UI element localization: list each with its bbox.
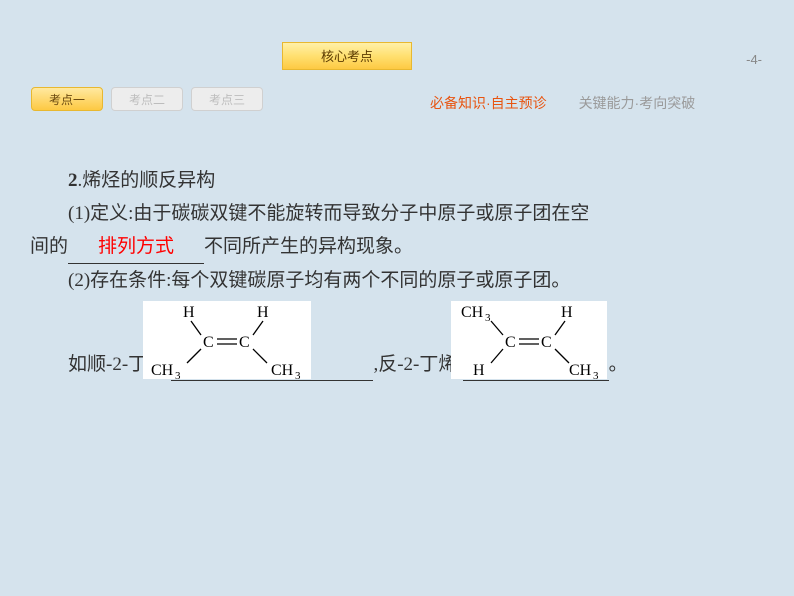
trans-b-tl [491, 321, 503, 335]
cis-bl: CH [151, 362, 174, 379]
cis-bl-sub: 3 [175, 370, 181, 379]
def-suffix: 不同所产生的异构现象。 [204, 236, 413, 257]
trans-b-br [555, 349, 569, 363]
trans-br-sub: 3 [593, 370, 599, 379]
cis-b-tr [253, 321, 263, 335]
trans-b-bl [491, 349, 503, 363]
trans-cr: C [541, 334, 552, 351]
cis-tl: H [183, 304, 195, 321]
trans-br: CH [569, 362, 592, 379]
main-content: 2.烯烃的顺反异构 (1)定义:由于碳碳双键不能旋转而导致分子中原子或原子团在空… [30, 164, 764, 381]
cis-b-tl [191, 321, 201, 335]
def-prefix: 间的 [30, 236, 68, 257]
tab-topic-1[interactable]: 考点一 [31, 87, 103, 111]
example-end: 。 [609, 348, 628, 381]
trans-tr: H [561, 304, 573, 321]
definition-line-2: 间的 排列方式 不同所产生的异构现象。 [30, 230, 764, 264]
heading-text: 烯烃的顺反异构 [82, 170, 215, 191]
example-mid: ,反-2-丁烯: [373, 348, 462, 381]
fill-blank-3: CH 3 H C C H CH 3 [463, 301, 609, 381]
cis-b-br [253, 349, 267, 363]
cis-br: CH [271, 362, 294, 379]
heading-number: 2 [68, 170, 78, 191]
trans-b-tr [555, 321, 565, 335]
cis-tr: H [257, 304, 269, 321]
trans-tl-sub: 3 [485, 312, 491, 324]
section-links: 必备知识·自主预诊 关键能力·考向突破 [430, 93, 695, 113]
tab-topic-3[interactable]: 考点三 [191, 87, 263, 111]
cis-cr: C [239, 334, 250, 351]
topic-tabs: 考点一 考点二 考点三 [31, 87, 263, 111]
fill-blank-2: H H C C CH 3 CH 3 [171, 301, 373, 381]
cis-br-sub: 3 [295, 370, 301, 379]
page-number: -4- [746, 52, 762, 67]
link-knowledge[interactable]: 必备知识·自主预诊 [430, 95, 547, 111]
definition-line-1: (1)定义:由于碳碳双键不能旋转而导致分子中原子或原子团在空 [30, 197, 764, 230]
trans-tl: CH [461, 304, 484, 321]
link-ability[interactable]: 关键能力·考向突破 [579, 95, 696, 111]
trans-bl: H [473, 362, 485, 379]
core-topic-tab[interactable]: 核心考点 [282, 42, 412, 70]
condition-line: (2)存在条件:每个双键碳原子均有两个不同的原子或原子团。 [30, 264, 764, 297]
heading-line: 2.烯烃的顺反异构 [30, 164, 764, 197]
fill-blank-1: 排列方式 [68, 230, 204, 264]
cis-structure: H H C C CH 3 CH 3 [143, 301, 311, 379]
fill-answer: 排列方式 [98, 236, 174, 257]
cis-cl: C [203, 334, 214, 351]
trans-structure: CH 3 H C C H CH 3 [451, 301, 607, 379]
cis-b-bl [187, 349, 201, 363]
example-line: 如顺-2-丁烯: H H C C CH 3 CH 3 [30, 301, 764, 381]
trans-svg: CH 3 H C C H CH 3 [451, 301, 607, 379]
tab-topic-2[interactable]: 考点二 [111, 87, 183, 111]
cis-svg: H H C C CH 3 CH 3 [143, 301, 311, 379]
trans-cl: C [505, 334, 516, 351]
